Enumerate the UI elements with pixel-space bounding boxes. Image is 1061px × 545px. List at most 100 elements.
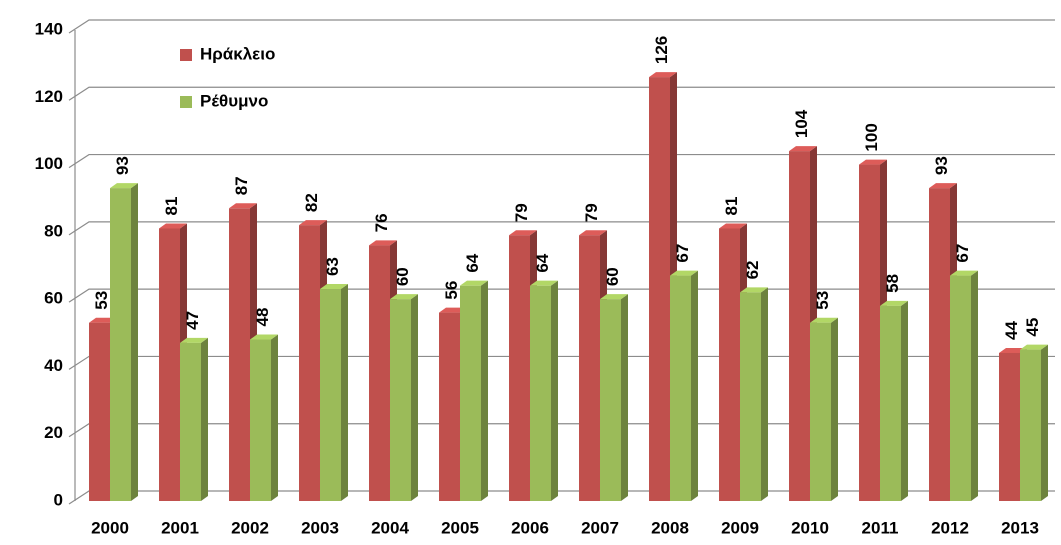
y-tick-label: 120 [35, 87, 63, 106]
grid-line [68, 153, 1055, 169]
x-tick-label: 2006 [511, 518, 549, 537]
data-label: 53 [92, 291, 111, 310]
bar-side [971, 270, 978, 501]
data-label: 53 [813, 291, 832, 310]
bar-top [670, 270, 698, 276]
bar-front [439, 312, 460, 501]
bar [460, 280, 488, 501]
bar-top [740, 287, 768, 293]
bar-front [460, 285, 481, 501]
bar-top [159, 223, 187, 229]
data-label: 93 [113, 156, 132, 175]
bar-front [810, 322, 831, 501]
bar-top [789, 146, 817, 152]
data-label: 60 [393, 267, 412, 286]
bar-front [579, 235, 600, 501]
x-tick-label: 2002 [231, 518, 269, 537]
bar-front [369, 245, 390, 501]
data-label: 93 [932, 156, 951, 175]
bar-top [320, 284, 348, 290]
data-label: 63 [323, 257, 342, 276]
x-tick-label: 2012 [931, 518, 969, 537]
bar-front [880, 305, 901, 501]
bar-front [530, 285, 551, 501]
legend-swatch [180, 96, 192, 108]
x-tick-label: 2003 [301, 518, 339, 537]
bar-front [950, 275, 971, 501]
bar-top [509, 230, 537, 236]
y-tick-label: 40 [44, 356, 63, 375]
bar-top [250, 334, 278, 340]
bar-front [320, 289, 341, 501]
bar-top [950, 270, 978, 276]
bar-top [859, 159, 887, 165]
bar-side [1041, 344, 1048, 501]
bar-top [1020, 344, 1048, 350]
x-tick-label: 2001 [161, 518, 199, 537]
y-tick-label: 140 [35, 19, 63, 38]
bar-top [880, 300, 908, 306]
bar-top [719, 223, 747, 229]
bar-front [999, 352, 1020, 501]
bar-side [271, 334, 278, 501]
bar-side [551, 280, 558, 501]
bar-front [929, 188, 950, 501]
y-tick-label: 0 [54, 490, 63, 509]
bar-front [1020, 349, 1041, 501]
x-tick-label: 2008 [651, 518, 689, 537]
grid-line [68, 19, 1055, 34]
bar [880, 300, 908, 501]
bar-front [250, 339, 271, 501]
data-label: 87 [232, 176, 251, 195]
x-tick-label: 2000 [91, 518, 129, 537]
bar [320, 284, 348, 501]
bar-front [159, 228, 180, 501]
bar-front [110, 188, 131, 501]
data-label: 47 [183, 311, 202, 330]
legend-label: Ρέθυμνο [200, 91, 268, 110]
bar [1020, 344, 1048, 501]
bar-front [180, 342, 201, 501]
data-label: 100 [862, 123, 881, 151]
data-label: 126 [652, 36, 671, 64]
bar-side [901, 300, 908, 501]
bar-side [201, 337, 208, 501]
data-label: 81 [162, 197, 181, 216]
y-tick-label: 100 [35, 154, 63, 173]
bar-side [761, 287, 768, 501]
bar [110, 183, 138, 501]
bar-top [810, 317, 838, 323]
data-label: 76 [372, 213, 391, 232]
x-tick-label: 2009 [721, 518, 759, 537]
bar [530, 280, 558, 501]
x-tick-label: 2011 [862, 518, 899, 537]
bar-front [600, 299, 621, 501]
data-label: 44 [1002, 321, 1021, 340]
y-tick-label: 80 [44, 221, 63, 240]
bar [390, 294, 418, 501]
bar [670, 270, 698, 501]
bar-top [299, 220, 327, 226]
data-label: 64 [533, 253, 552, 272]
x-tick-label: 2013 [1001, 518, 1039, 537]
bar [950, 270, 978, 501]
data-label: 82 [302, 193, 321, 212]
x-tick-label: 2007 [581, 518, 619, 537]
bar-front [859, 164, 880, 502]
bar-side [831, 317, 838, 501]
bar-top [579, 230, 607, 236]
data-label: 67 [953, 244, 972, 263]
data-label: 81 [722, 197, 741, 216]
bar-front [670, 275, 691, 501]
bar-top [390, 294, 418, 300]
bar-side [691, 270, 698, 501]
bar-top [649, 72, 677, 78]
bar-side [341, 284, 348, 501]
grid-line [68, 221, 1055, 236]
data-label: 45 [1023, 318, 1042, 337]
data-label: 79 [512, 203, 531, 222]
bar-top [369, 240, 397, 246]
bar-side [131, 183, 138, 501]
bar-front [229, 208, 250, 502]
